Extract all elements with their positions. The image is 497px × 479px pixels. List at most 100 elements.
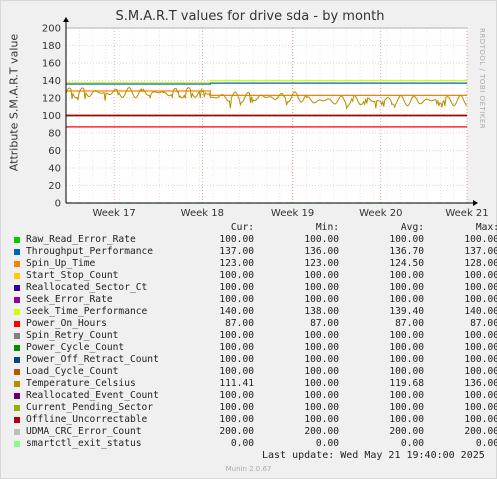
legend-row: Power_Off_Retract_Count 100.00 100.00 100.0… (14, 354, 497, 366)
legend-cur: 137.00 (219, 246, 254, 257)
legend-swatch (14, 309, 20, 315)
series-line-seek-time-performance (66, 79, 467, 83)
legend-swatch (14, 333, 20, 339)
legend-max: 87.00 (470, 318, 497, 329)
legend-row: Offline_Uncorrectable 100.00 100.00 100.00 1… (14, 414, 497, 426)
legend-label: Current_Pending_Sector (26, 402, 154, 413)
legend-row: Spin_Retry_Count 100.00 100.00 100.00 100.00 (14, 330, 497, 342)
legend-min: 100.00 (304, 294, 339, 305)
rrdtool-watermark: RRDTOOL / TOBI OETIKER (478, 28, 486, 130)
legend-cur: 111.41 (219, 378, 254, 389)
legend-row: smartctl_exit_status 0.00 0.00 0.00 0.00 (14, 438, 497, 450)
legend-avg: 100.00 (389, 414, 424, 425)
legend-swatch (14, 441, 20, 447)
legend-avg: 136.70 (389, 246, 424, 257)
legend-avg: 87.00 (395, 318, 424, 329)
legend-label: Reallocated_Event_Count (26, 390, 159, 401)
legend-cur: 100.00 (219, 414, 254, 425)
y-tick-label: 140 (42, 76, 61, 87)
legend-swatch (14, 285, 20, 291)
legend-cur: 100.00 (219, 330, 254, 341)
legend-min: 138.00 (304, 306, 339, 317)
legend-label: Start_Stop_Count (26, 270, 119, 281)
legend-max: 100.00 (464, 354, 497, 365)
legend-max: 136.00 (464, 378, 497, 389)
col-header-max: Max: (475, 222, 497, 233)
legend-row: Load_Cycle_Count 100.00 100.00 100.00 100.00 (14, 366, 497, 378)
legend-avg: 100.00 (389, 390, 424, 401)
y-tick-label: 0 (55, 199, 61, 210)
legend-row: Seek_Time_Performance 140.00 138.00 139.40 1… (14, 306, 497, 318)
col-header-cur: Cur: (230, 222, 254, 233)
legend-header-row: Cur: Min: Avg: Max: (14, 222, 497, 234)
legend-cur: 200.00 (219, 426, 254, 437)
legend-avg: 100.00 (389, 234, 424, 245)
legend-cur: 87.00 (225, 318, 254, 329)
col-header-min: Min: (315, 222, 339, 233)
line-chart: 0 20 40 60 80 100 120 140 160 180 200 Week 17 Week 1… (42, 17, 489, 219)
x-axis-arrow (473, 200, 478, 206)
x-tick-label: Week 17 (92, 208, 135, 219)
y-tick-label: 40 (48, 164, 61, 175)
series-line-temperature-celsius (65, 86, 468, 110)
legend-swatch (14, 357, 20, 363)
legend-cur: 123.00 (219, 258, 254, 269)
legend-row: Reallocated_Event_Count 100.00 100.00 100.0… (14, 390, 497, 402)
y-tick-label: 20 (48, 181, 61, 192)
legend-min: 100.00 (304, 390, 339, 401)
legend-max: 100.00 (464, 366, 497, 377)
legend-max: 100.00 (464, 294, 497, 305)
legend-table: Cur: Min: Avg: Max: Raw_Read_Error_Rate 1… (14, 222, 497, 450)
legend-row: Temperature_Celsius 111.41 100.00 119.68 136… (14, 378, 497, 390)
legend-swatch (14, 393, 20, 399)
legend-max: 100.00 (464, 330, 497, 341)
legend-cur: 100.00 (219, 270, 254, 281)
legend-cur: 0.00 (230, 438, 254, 449)
legend-cur: 100.00 (219, 282, 254, 293)
legend-label: smartctl_exit_status (26, 438, 142, 449)
y-tick-label: 120 (42, 94, 61, 105)
legend-max: 100.00 (464, 402, 497, 413)
y-tick-label: 200 (42, 24, 61, 35)
y-axis-arrow (63, 17, 69, 22)
legend-cur: 100.00 (219, 402, 254, 413)
y-tick-label: 80 (48, 129, 61, 140)
legend-min: 100.00 (304, 282, 339, 293)
last-update: Last update: Wed May 21 19:40:00 2025 (262, 450, 485, 461)
legend-label: Load_Cycle_Count (26, 366, 119, 377)
legend-swatch (14, 429, 20, 435)
legend-avg: 100.00 (389, 270, 424, 281)
legend-cur: 100.00 (219, 354, 254, 365)
legend-cur: 100.00 (219, 294, 254, 305)
legend-max: 140.00 (464, 306, 497, 317)
legend-avg: 139.40 (389, 306, 424, 317)
x-tick-label: Week 18 (181, 208, 224, 219)
legend-cur: 100.00 (219, 366, 254, 377)
legend-label: Reallocated_Sector_Ct (26, 282, 148, 293)
legend-min: 136.00 (304, 246, 339, 257)
legend-row: Raw_Read_Error_Rate 100.00 100.00 100.00 100… (14, 234, 497, 246)
legend-cur: 100.00 (219, 342, 254, 353)
legend-min: 100.00 (304, 366, 339, 377)
legend-cur: 100.00 (219, 234, 254, 245)
legend-swatch (14, 381, 20, 387)
legend-max: 100.00 (464, 234, 497, 245)
munin-version: Munin 2.0.67 (225, 465, 272, 473)
legend-swatch (14, 345, 20, 351)
legend-label: Spin_Retry_Count (26, 330, 119, 341)
legend-min: 100.00 (304, 234, 339, 245)
legend-min: 87.00 (310, 318, 339, 329)
legend-max: 137.00 (464, 246, 497, 257)
legend-avg: 100.00 (389, 354, 424, 365)
legend-label: Power_On_Hours (26, 318, 107, 329)
series-line-throughput-performance (66, 82, 467, 85)
legend-swatch (14, 261, 20, 267)
legend-avg: 119.68 (389, 378, 424, 389)
legend-swatch (14, 369, 20, 375)
legend-row: Reallocated_Sector_Ct 100.00 100.00 100.00 1… (14, 282, 497, 294)
legend-label: Temperature_Celsius (26, 378, 136, 389)
legend-max: 100.00 (464, 414, 497, 425)
legend-max: 100.00 (464, 282, 497, 293)
legend-row: Current_Pending_Sector 100.00 100.00 100.00… (14, 402, 497, 414)
legend-min: 100.00 (304, 378, 339, 389)
